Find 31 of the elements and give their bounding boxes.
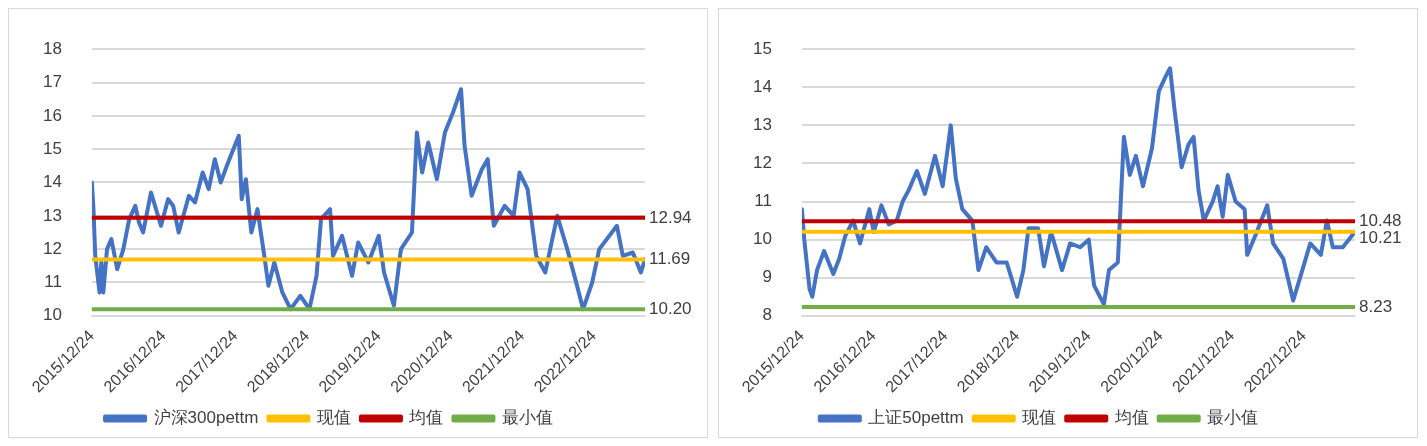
y-tick-label: 15: [42, 138, 62, 158]
legend-label: 现值: [316, 408, 351, 428]
y-tick-label: 12: [42, 238, 62, 258]
legend-label: 最小值: [1207, 408, 1259, 428]
y-tick-label: 18: [42, 38, 62, 58]
data-label: 8.23: [1359, 296, 1393, 316]
legend-label: 最小值: [501, 408, 553, 428]
data-label: 10.20: [649, 298, 692, 318]
y-tick-label: 16: [42, 105, 62, 125]
y-tick-label: 12: [752, 153, 772, 173]
y-tick-label: 9: [762, 267, 772, 287]
y-tick-label: 15: [752, 38, 772, 58]
data-label: 10.48: [1359, 211, 1402, 231]
y-tick-label: 10: [42, 305, 62, 325]
legend-label: 均值: [1113, 408, 1149, 428]
y-tick-label: 8: [762, 305, 772, 325]
y-tick-label: 11: [44, 272, 62, 292]
y-tick-label: 13: [42, 205, 62, 225]
legend-label: 现值: [1022, 408, 1057, 428]
data-label: 12.94: [649, 207, 692, 227]
legend-label: 沪深300pettm: [153, 408, 259, 428]
data-label: 10.21: [1359, 228, 1402, 248]
legend-label: 均值: [408, 408, 444, 428]
y-tick-label: 13: [752, 115, 772, 135]
data-label: 11.69: [649, 249, 691, 269]
y-tick-label: 14: [42, 172, 62, 192]
legend-label: 上证50pettm: [868, 408, 964, 428]
y-tick-label: 17: [42, 72, 62, 92]
y-tick-label: 11: [754, 191, 772, 211]
y-tick-label: 14: [752, 76, 772, 96]
y-tick-label: 10: [752, 229, 772, 249]
